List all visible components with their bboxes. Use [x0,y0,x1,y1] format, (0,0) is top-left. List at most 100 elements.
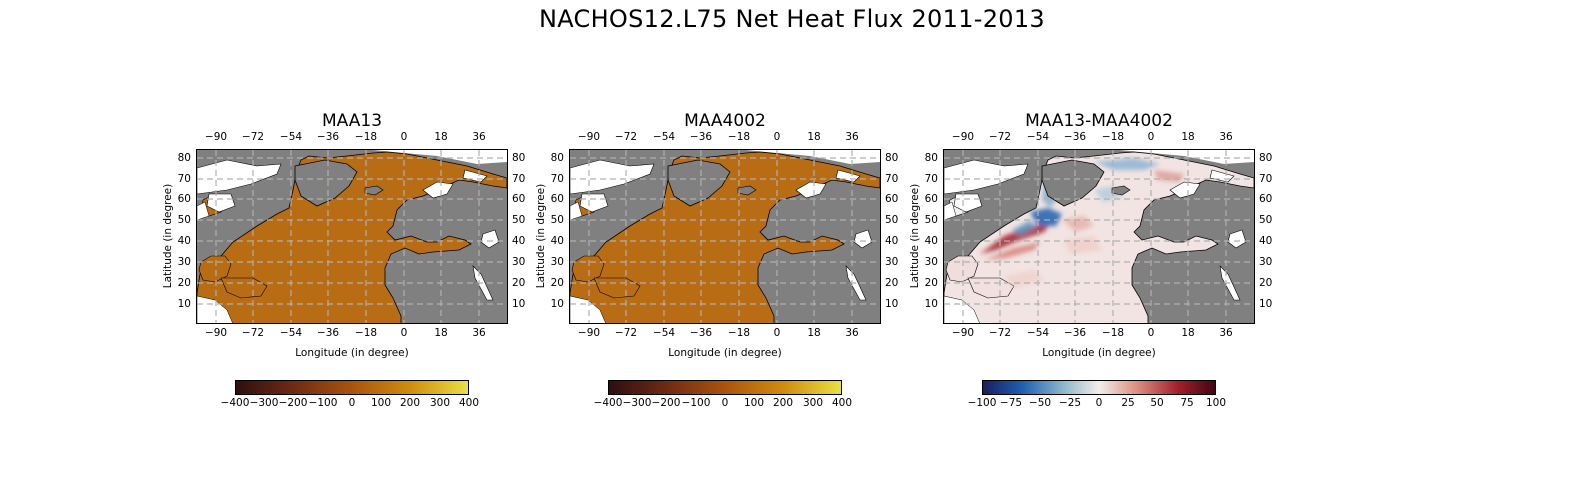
panel-maa13: MAA13 [162,0,556,504]
colorbar-tick: 50 [1150,397,1164,409]
colorbar-tick: −100 [308,397,338,409]
lon-tick-bottom: −54 [652,327,676,339]
panel-title: MAA13 [321,111,383,131]
iceland [1111,185,1131,196]
colorbar-tick: 300 [429,397,451,409]
colorbar-tick: −100 [967,397,997,409]
lat-tick-right: 40 [512,235,526,247]
lat-tick-right: 10 [1259,298,1273,310]
lat-tick-left: 80 [924,152,938,164]
colorbar-tick: 75 [1180,397,1194,409]
lat-tick-right: 20 [1259,277,1273,289]
lat-tick-left: 20 [550,277,564,289]
lat-tick-left: 50 [924,214,938,226]
lon-tick-bottom: −36 [316,327,340,339]
colorbar-tick: 25 [1121,397,1135,409]
lat-tick-left: 10 [550,298,564,310]
ice-west-coast [197,201,210,221]
ice-west-coast [570,201,583,221]
lat-tick-right: 50 [512,214,526,226]
lon-tick-top: 36 [472,131,486,143]
lon-tick-bottom: −36 [689,327,713,339]
y-axis-label: Latitude (in degree) [909,183,921,289]
lon-tick-bottom: −72 [988,327,1012,339]
ice-pacific [197,295,233,323]
lat-tick-right: 10 [885,298,899,310]
lat-tick-left: 10 [924,298,938,310]
map-plot [196,149,508,324]
gridlines [197,150,507,323]
lat-tick-left: 70 [550,173,564,185]
colorbar-tick: 400 [831,397,853,409]
colorbar-tick: 200 [772,397,794,409]
lon-tick-top: −54 [1026,131,1050,143]
greenland [667,159,731,207]
lat-tick-right: 80 [512,152,526,164]
lon-tick-top: −90 [204,131,228,143]
colorbar-tick: 100 [370,397,392,409]
gridlines [944,150,1254,323]
lon-tick-bottom: −36 [1063,327,1087,339]
colorbar-tick: −200 [651,397,681,409]
lat-tick-left: 40 [550,235,564,247]
lat-tick-left: 60 [924,193,938,205]
lat-tick-left: 70 [177,173,191,185]
lon-tick-bottom: −54 [1026,327,1050,339]
x-axis-label: Longitude (in degree) [1042,347,1156,359]
lat-tick-right: 40 [885,235,899,247]
lat-tick-right: 30 [512,256,526,268]
lat-tick-right: 60 [885,193,899,205]
colorbar-tick: 0 [721,397,729,409]
lon-tick-top: 0 [1147,131,1155,143]
lat-tick-right: 60 [1259,193,1273,205]
ice-nw [570,159,655,195]
colorbar-tick: 200 [399,397,421,409]
y-axis-label: Latitude (in degree) [162,183,174,289]
colorbar [235,380,469,395]
ice-nw [197,159,282,195]
lat-tick-right: 70 [512,173,526,185]
lon-tick-bottom: 0 [773,327,781,339]
lon-tick-bottom: 0 [1147,327,1155,339]
colorbar-tick: 0 [1095,397,1103,409]
lon-tick-top: 0 [773,131,781,143]
lat-tick-right: 50 [885,214,899,226]
lon-tick-top: 18 [434,131,448,143]
lon-tick-bottom: −90 [204,327,228,339]
y-axis-label: Latitude (in degree) [535,183,547,289]
colorbar-tick: 300 [802,397,824,409]
lat-tick-left: 20 [924,277,938,289]
lat-tick-left: 20 [177,277,191,289]
colorbar-tick: −400 [220,397,250,409]
lat-tick-right: 20 [512,277,526,289]
lat-tick-right: 10 [512,298,526,310]
lon-tick-bottom: −72 [241,327,265,339]
lon-tick-bottom: −72 [614,327,638,339]
lon-tick-top: 36 [1219,131,1233,143]
colorbar-tick: 100 [1205,397,1227,409]
lon-tick-bottom: −90 [951,327,975,339]
lat-tick-right: 40 [1259,235,1273,247]
ice-scandinavia [1169,181,1201,199]
greenland [1041,159,1105,207]
lon-tick-bottom: 36 [1219,327,1233,339]
panel-maa4002: MAA4002 [535,0,929,504]
lat-tick-right: 80 [885,152,899,164]
panel-title: MAA4002 [684,111,766,131]
lon-tick-top: −90 [951,131,975,143]
lon-tick-bottom: −18 [1101,327,1125,339]
lon-tick-top: −18 [1101,131,1125,143]
lon-tick-bottom: 18 [807,327,821,339]
lat-tick-right: 60 [512,193,526,205]
lon-tick-top: −18 [354,131,378,143]
lon-tick-bottom: 36 [472,327,486,339]
colorbar [982,380,1216,395]
lon-tick-top: 18 [807,131,821,143]
lat-tick-left: 80 [177,152,191,164]
lat-tick-right: 30 [885,256,899,268]
lon-tick-top: −36 [1063,131,1087,143]
colorbar-tick: −25 [1058,397,1082,409]
lat-tick-left: 30 [550,256,564,268]
lon-tick-top: −18 [727,131,751,143]
ice-pacific [944,295,980,323]
